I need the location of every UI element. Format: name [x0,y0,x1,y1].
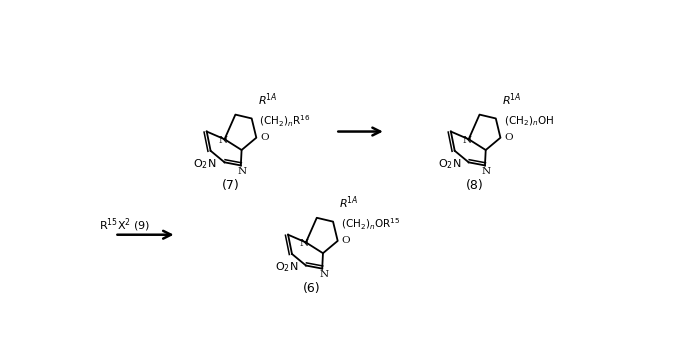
Text: (7): (7) [222,179,240,192]
Text: R$^{1A}$: R$^{1A}$ [502,91,521,108]
Text: R$^{1A}$: R$^{1A}$ [258,91,278,108]
Text: O$_2$N: O$_2$N [194,157,217,171]
Text: O: O [260,133,269,142]
Text: O$_2$N: O$_2$N [438,157,461,171]
Text: O: O [342,236,350,245]
Text: R$^{15}$X$^2$ (9): R$^{15}$X$^2$ (9) [99,217,150,234]
Text: N: N [218,136,228,144]
Text: R$^{1A}$: R$^{1A}$ [339,194,359,211]
Text: N: N [238,167,247,176]
Text: O$_2$N: O$_2$N [275,260,298,274]
Text: N: N [482,167,491,176]
Text: (CH$_2$)$_n$OH: (CH$_2$)$_n$OH [503,115,554,128]
Text: O: O [504,133,513,142]
Text: (CH$_2$)$_n$R$^{16}$: (CH$_2$)$_n$R$^{16}$ [259,114,310,129]
Text: N: N [463,136,472,144]
Text: (CH$_2$)$_n$OR$^{15}$: (CH$_2$)$_n$OR$^{15}$ [341,217,400,233]
Text: N: N [300,239,309,248]
Text: N: N [319,270,329,279]
Text: (8): (8) [466,179,484,192]
Text: (6): (6) [303,282,321,295]
